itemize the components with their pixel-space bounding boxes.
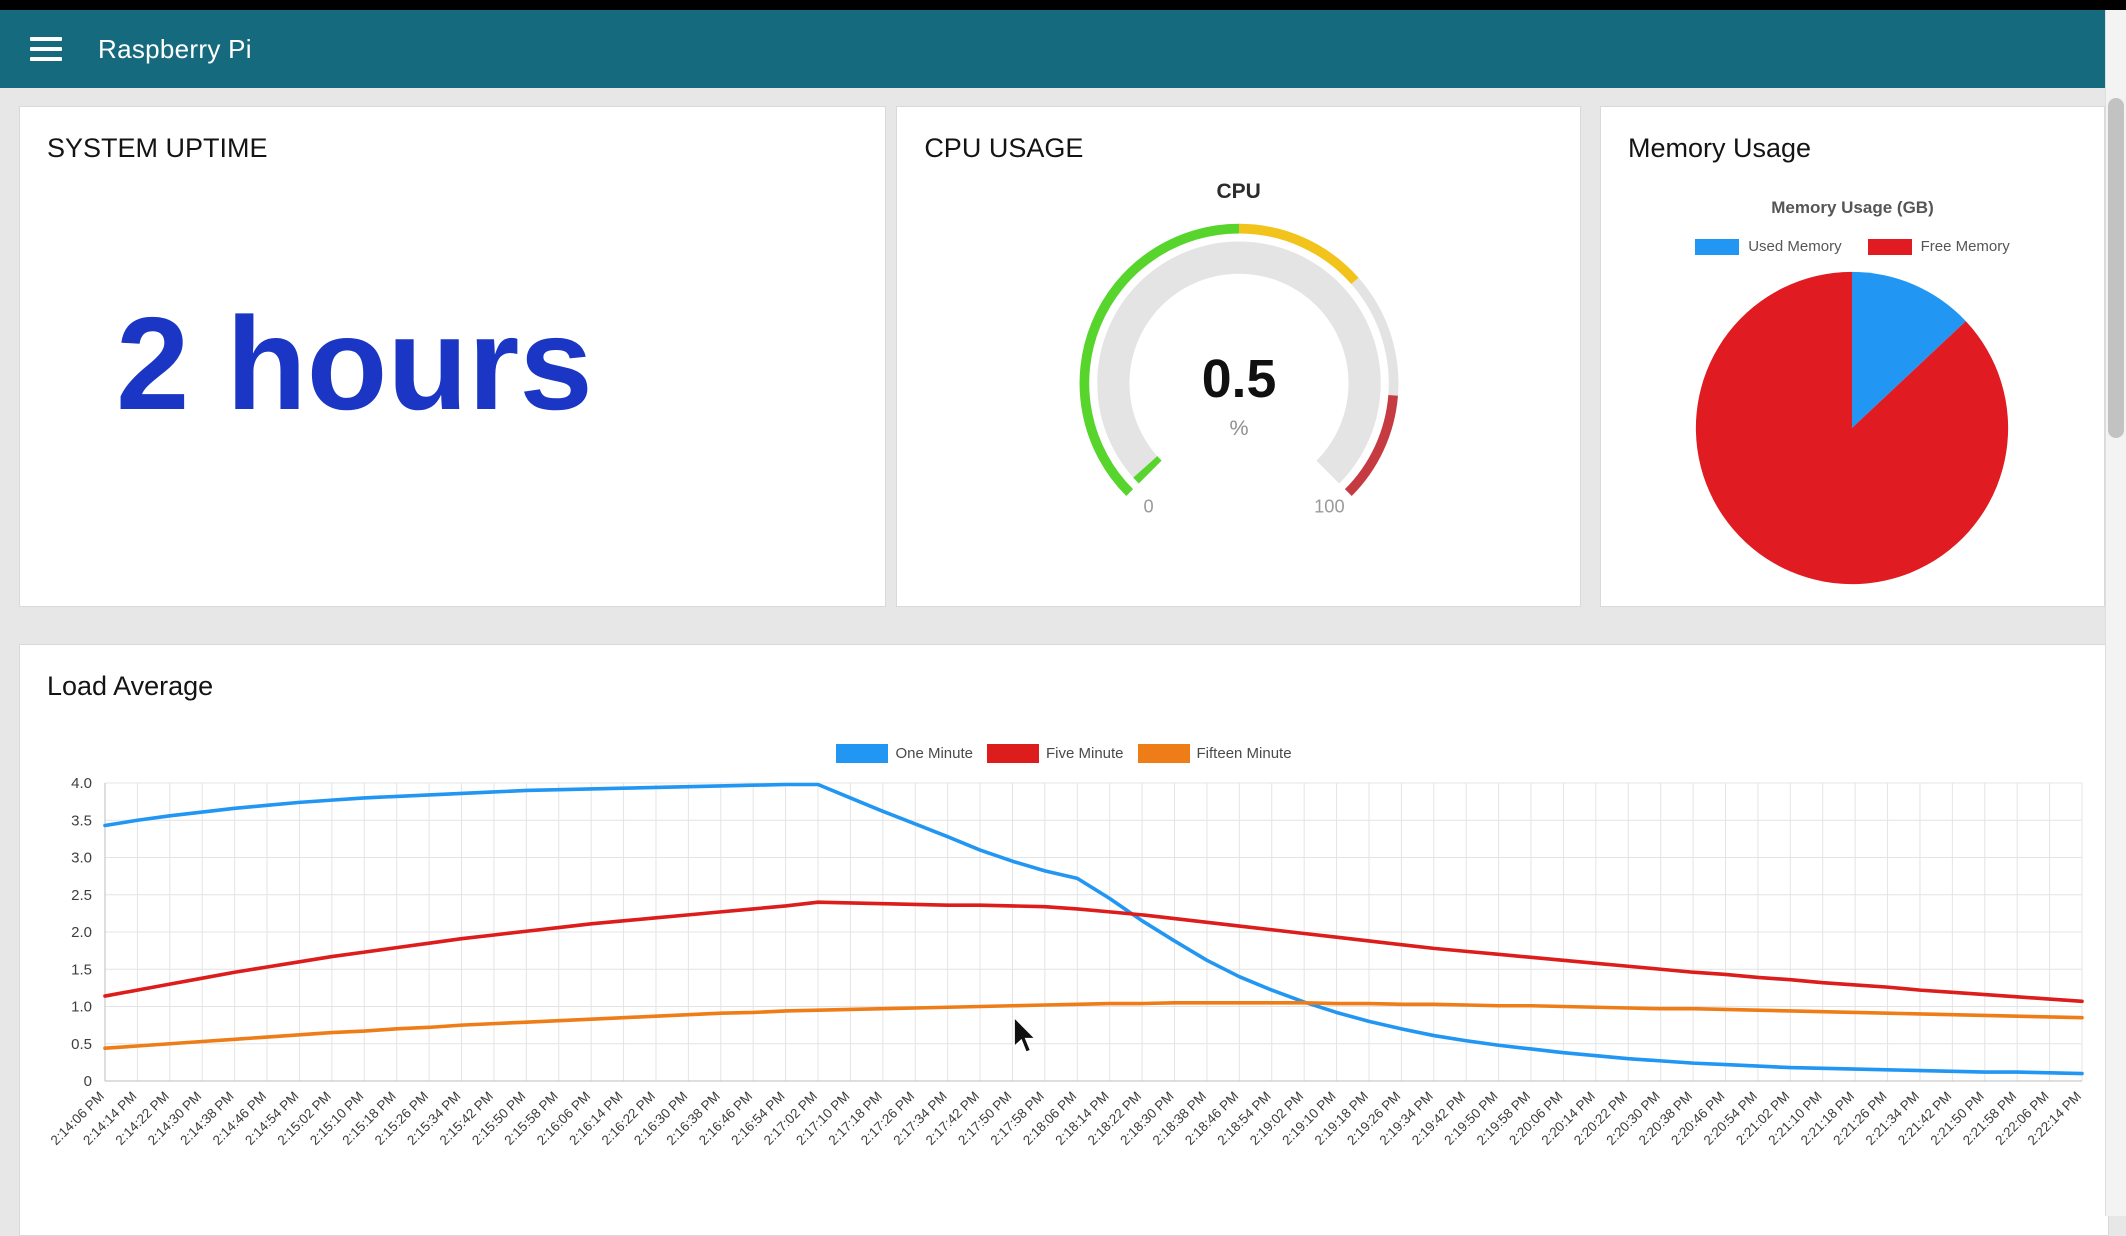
legend-label: One Minute xyxy=(895,745,973,762)
svg-text:2.5: 2.5 xyxy=(71,887,92,904)
svg-text:1.0: 1.0 xyxy=(71,999,92,1016)
dashboard: SYSTEM UPTIME 2 hours CPU USAGE CPU 0.5%… xyxy=(0,106,2109,1236)
app-title: Raspberry Pi xyxy=(98,33,252,64)
scrollbar-thumb[interactable] xyxy=(2108,98,2124,438)
legend-swatch xyxy=(836,744,889,763)
legend-item[interactable]: Free Memory xyxy=(1867,238,2010,255)
uptime-card: SYSTEM UPTIME 2 hours xyxy=(19,106,887,607)
svg-text:100: 100 xyxy=(1314,495,1344,516)
legend-label: Free Memory xyxy=(1920,238,2010,255)
menu-icon[interactable] xyxy=(30,37,62,61)
svg-text:0.5: 0.5 xyxy=(71,1036,92,1053)
uptime-card-title: SYSTEM UPTIME xyxy=(47,133,268,163)
cpu-card-title: CPU USAGE xyxy=(924,133,1084,163)
navbar: Raspberry Pi xyxy=(0,10,2126,88)
legend-swatch xyxy=(1137,744,1190,763)
cpu-card: CPU USAGE CPU 0.5% 0 100 xyxy=(896,106,1581,607)
legend-item[interactable]: Five Minute xyxy=(986,744,1124,763)
load-line-chart[interactable]: 00.51.01.52.02.53.03.54.02:14:06 PM2:14:… xyxy=(20,769,2108,1199)
load-average-card: Load Average One Minute Five Minute Fiftee… xyxy=(19,644,2109,1236)
memory-pie-chart[interactable] xyxy=(1691,267,2013,589)
menu-bar xyxy=(30,47,62,51)
pie-legend: Used Memory Free Memory xyxy=(1601,238,2104,255)
svg-text:2.0: 2.0 xyxy=(71,924,92,941)
svg-text:3.0: 3.0 xyxy=(71,850,92,867)
svg-text:0: 0 xyxy=(1143,495,1153,516)
legend-swatch xyxy=(1695,238,1740,255)
svg-text:3.5: 3.5 xyxy=(71,812,92,829)
svg-text:4.0: 4.0 xyxy=(71,775,92,792)
legend-swatch xyxy=(1867,238,1912,255)
svg-text:1.5: 1.5 xyxy=(71,961,92,978)
menu-bar xyxy=(30,57,62,61)
svg-text:0.5: 0.5 xyxy=(1201,349,1276,409)
legend-label: Five Minute xyxy=(1045,745,1124,762)
top-card-row: SYSTEM UPTIME 2 hours CPU USAGE CPU 0.5%… xyxy=(0,106,2105,607)
legend-swatch xyxy=(986,744,1039,763)
memory-card-title: Memory Usage xyxy=(1627,133,1812,163)
cpu-gauge-chart: 0.5% 0 100 xyxy=(1079,223,1399,516)
scrollbar[interactable] xyxy=(2105,10,2126,1216)
legend-item[interactable]: Used Memory xyxy=(1695,238,1842,255)
svg-text:0: 0 xyxy=(84,1073,92,1090)
legend-label: Fifteen Minute xyxy=(1196,745,1292,762)
menu-bar xyxy=(30,37,62,41)
svg-text:%: % xyxy=(1229,416,1248,440)
legend-item[interactable]: Fifteen Minute xyxy=(1137,744,1292,763)
top-strip xyxy=(0,0,2126,10)
pie-chart-title: Memory Usage (GB) xyxy=(1771,198,1934,217)
memory-card: Memory Usage Memory Usage (GB) Used Memo… xyxy=(1599,106,2105,607)
line-chart-legend: One Minute Five Minute Fifteen Minute xyxy=(20,744,2108,763)
legend-item[interactable]: One Minute xyxy=(836,744,973,763)
mouse-cursor xyxy=(1013,1016,1038,1054)
load-card-title: Load Average xyxy=(47,671,214,701)
uptime-value: 2 hours xyxy=(116,290,593,437)
legend-label: Used Memory xyxy=(1748,238,1842,255)
gauge-title: CPU xyxy=(1216,180,1261,203)
